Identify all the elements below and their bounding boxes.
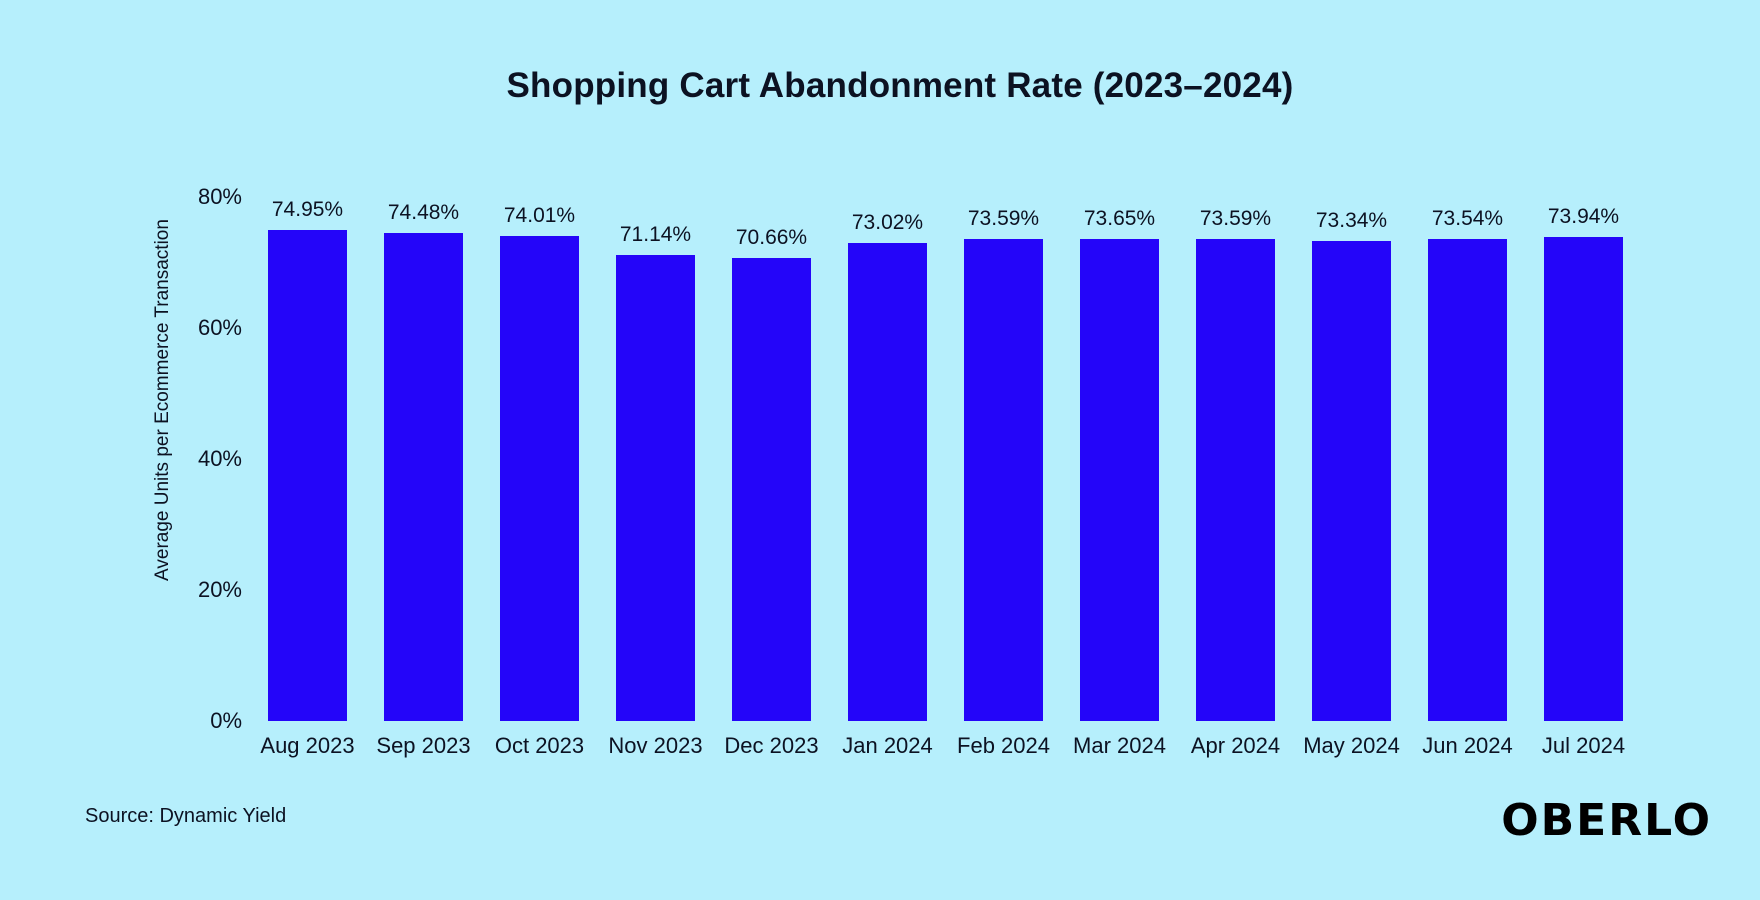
bar-value-label: 74.95% bbox=[271, 198, 344, 222]
oberlo-logo: OBERLO bbox=[1501, 795, 1712, 846]
bar-value-label: 73.59% bbox=[1199, 207, 1272, 230]
x-tick-label: Jul 2024 bbox=[1541, 733, 1626, 758]
bar bbox=[384, 233, 463, 721]
bar-value-label: 73.34% bbox=[1315, 208, 1388, 232]
bar bbox=[1544, 236, 1623, 721]
bar-value-label: 73.54% bbox=[1431, 207, 1504, 231]
bar bbox=[268, 230, 347, 721]
bar-value-label: 71.14% bbox=[619, 223, 692, 247]
x-tick-label: Sep 2023 bbox=[376, 733, 471, 758]
bar-value-label: 73.94% bbox=[1547, 204, 1620, 228]
bar bbox=[1196, 239, 1275, 721]
source-text: Source: Dynamic Yield bbox=[85, 805, 287, 827]
x-tick-label: Jan 2024 bbox=[842, 733, 933, 758]
y-tick-label: 0% bbox=[210, 708, 242, 733]
x-tick-label: Oct 2023 bbox=[494, 733, 585, 758]
x-tick-label: May 2024 bbox=[1303, 733, 1400, 758]
bar bbox=[500, 236, 579, 721]
bar bbox=[1080, 238, 1159, 721]
y-axis-title: Average Units per Ecommerce Transaction bbox=[152, 219, 173, 581]
y-tick-label: 80% bbox=[197, 184, 242, 209]
bar bbox=[732, 258, 811, 721]
bar-value-label: 74.48% bbox=[387, 201, 460, 225]
bar-value-label: 70.66% bbox=[735, 226, 808, 250]
x-tick-label: Mar 2024 bbox=[1073, 733, 1166, 758]
x-tick-label: Nov 2023 bbox=[608, 733, 703, 758]
x-tick-label: Apr 2024 bbox=[1190, 733, 1281, 758]
bar bbox=[1312, 240, 1391, 721]
y-tick-label: 20% bbox=[197, 577, 242, 602]
x-tick-label: Feb 2024 bbox=[957, 733, 1050, 758]
bar bbox=[616, 255, 695, 721]
bar bbox=[848, 242, 927, 721]
bar bbox=[1428, 239, 1507, 721]
bar-value-label: 73.65% bbox=[1083, 206, 1156, 230]
plot-area: 0% 20% 40% 60% 80% 74.95% Aug 2023 74.48% Sep 20… bbox=[198, 184, 1640, 758]
y-tick-label: 40% bbox=[197, 446, 242, 471]
x-tick-label: Dec 2023 bbox=[724, 733, 819, 758]
bar bbox=[964, 239, 1043, 721]
bar-value-label: 73.02% bbox=[851, 210, 924, 234]
y-tick-label: 60% bbox=[197, 315, 242, 340]
bar-value-label: 73.59% bbox=[967, 207, 1040, 230]
x-tick-label: Jun 2024 bbox=[1422, 733, 1513, 758]
x-tick-label: Aug 2023 bbox=[260, 733, 355, 758]
chart-title: Shopping Cart Abandonment Rate (2023–202… bbox=[506, 66, 1294, 105]
bar-value-label: 74.01% bbox=[503, 204, 576, 228]
